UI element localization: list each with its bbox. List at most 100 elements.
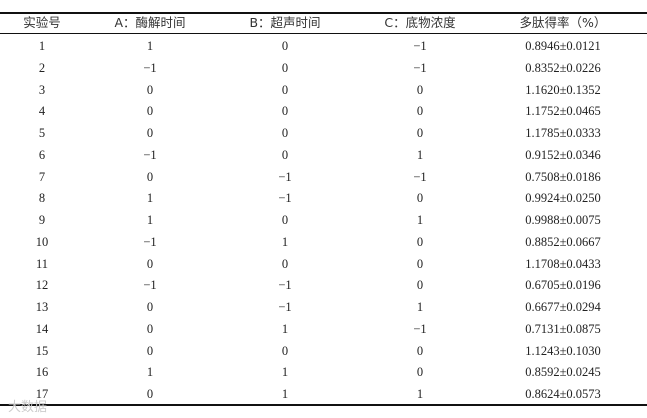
table-cell: 0 <box>416 82 424 97</box>
table-row: 3 0 0 0 1.1620±0.1352 <box>0 79 647 101</box>
table-cell: 0 <box>416 343 424 358</box>
table-row: 5 0 0 0 1.1785±0.0333 <box>0 122 647 144</box>
table-cell: 7 <box>38 169 46 184</box>
table-row: 2 −1 0 −1 0.8352±0.0226 <box>0 57 647 79</box>
table-cell: 0 <box>146 126 154 140</box>
table-cell: 0 <box>146 343 154 358</box>
table-row: 11 0 0 0 1.1708±0.0433 <box>0 253 647 275</box>
table-header: 实验号 A：酶解时间 B：超声时间 C：底物浓度 多肽得率（%） <box>0 12 647 34</box>
table-row: 10 −1 1 0 0.8852±0.0667 <box>0 231 647 253</box>
table-cell: 5 <box>38 126 46 140</box>
table-cell: 0 <box>146 300 154 314</box>
table-cell: 12 <box>35 278 49 293</box>
table-cell: 0.9988±0.0075 <box>525 213 601 227</box>
table-cell: 8 <box>38 191 46 206</box>
table-cell: 0 <box>281 256 289 271</box>
table-cell: 0 <box>416 126 424 140</box>
table-cell: 0 <box>416 278 424 293</box>
table-cell: −1 <box>413 39 427 53</box>
table-cell: 16 <box>35 365 49 380</box>
table-cell: 1 <box>146 39 154 53</box>
table-row: 9 1 0 1 0.9988±0.0075 <box>0 209 647 231</box>
table-cell: −1 <box>143 234 157 249</box>
column-header: 多肽得率（%） <box>519 15 607 30</box>
table-cell: 0 <box>146 256 154 271</box>
watermark: 大数据 <box>8 400 48 415</box>
table-cell: 0 <box>281 39 289 53</box>
table-cell: 0.9152±0.0346 <box>525 147 601 162</box>
table-cell: 1.1708±0.0433 <box>525 256 601 271</box>
table-row: 4 0 0 0 1.1752±0.0465 <box>0 100 647 122</box>
table-cell: 1 <box>281 365 289 380</box>
table-cell: 0.8946±0.0121 <box>525 39 601 53</box>
table-cell: 1.1243±0.1030 <box>525 343 601 358</box>
table-cell: 1 <box>416 213 424 227</box>
table-cell: −1 <box>143 60 157 75</box>
table-cell: −1 <box>143 147 157 162</box>
table-cell: 0 <box>146 387 154 401</box>
table-cell: −1 <box>413 169 427 184</box>
table-cell: 0 <box>281 60 289 75</box>
table-top-rule <box>0 12 647 14</box>
table-cell: −1 <box>143 278 157 293</box>
table-cell: 0 <box>281 147 289 162</box>
table-row: 1 1 0 −1 0.8946±0.0121 <box>0 35 647 57</box>
table-cell: 13 <box>35 300 49 314</box>
table-cell: −1 <box>278 300 292 314</box>
table-row: 14 0 1 −1 0.7131±0.0875 <box>0 318 647 340</box>
column-header: C：底物浓度 <box>384 15 456 30</box>
table-cell: 1 <box>281 234 289 249</box>
table-cell: 0 <box>281 126 289 140</box>
table-cell: 2 <box>38 60 46 75</box>
table-cell: 1 <box>38 39 46 53</box>
table-cell: 3 <box>38 82 46 97</box>
table-cell: 0 <box>146 104 154 119</box>
table-row: 7 0 −1 −1 0.7508±0.0186 <box>0 166 647 188</box>
column-header: 实验号 <box>23 15 61 30</box>
table-cell: −1 <box>413 321 427 336</box>
column-header: B：超声时间 <box>249 15 321 30</box>
table-row: 6 −1 0 1 0.9152±0.0346 <box>0 144 647 166</box>
table-cell: 0.7508±0.0186 <box>525 169 601 184</box>
table-header-rule <box>0 33 647 34</box>
table-cell: 1 <box>146 365 154 380</box>
table-cell: 11 <box>35 256 49 271</box>
table-cell: 0 <box>146 82 154 97</box>
table-cell: 0 <box>146 321 154 336</box>
table-cell: 9 <box>38 213 46 227</box>
table-cell: 0.7131±0.0875 <box>525 321 601 336</box>
table-cell: 0 <box>416 191 424 206</box>
table-cell: 6 <box>38 147 46 162</box>
table-row: 15 0 0 0 1.1243±0.1030 <box>0 340 647 362</box>
table-cell: 0 <box>146 169 154 184</box>
table-cell: 0.6677±0.0294 <box>525 300 601 314</box>
table-cell: 1 <box>146 213 154 227</box>
table-cell: 1.1620±0.1352 <box>525 82 601 97</box>
table-row: 13 0 −1 1 0.6677±0.0294 <box>0 296 647 318</box>
table-cell: −1 <box>413 60 427 75</box>
table-cell: 0 <box>416 104 424 119</box>
table-cell: 1 <box>146 191 154 206</box>
table-cell: 0 <box>281 213 289 227</box>
table-cell: 0.8592±0.0245 <box>525 365 601 380</box>
table-cell: 0 <box>416 256 424 271</box>
table-cell: −1 <box>278 169 292 184</box>
table-cell: 0 <box>281 82 289 97</box>
table-cell: 0.8852±0.0667 <box>525 234 601 249</box>
table-row: 8 1 −1 0 0.9924±0.0250 <box>0 187 647 209</box>
table-cell: −1 <box>278 191 292 206</box>
table-cell: 0.6705±0.0196 <box>525 278 601 293</box>
table-cell: 4 <box>38 104 46 119</box>
table-bottom-rule <box>0 404 647 406</box>
table-cell: 1 <box>416 300 424 314</box>
table-cell: 0 <box>281 104 289 119</box>
table-cell: 1 <box>416 387 424 401</box>
table-cell: 0.9924±0.0250 <box>525 191 601 206</box>
table-cell: 0.8352±0.0226 <box>525 60 601 75</box>
table-cell: 15 <box>35 343 49 358</box>
table-cell: 17 <box>35 387 49 401</box>
table-cell: 14 <box>35 321 49 336</box>
table-cell: 1.1785±0.0333 <box>525 126 601 140</box>
table-row: 12 −1 −1 0 0.6705±0.0196 <box>0 274 647 296</box>
table-cell: 0.8624±0.0573 <box>525 387 601 401</box>
